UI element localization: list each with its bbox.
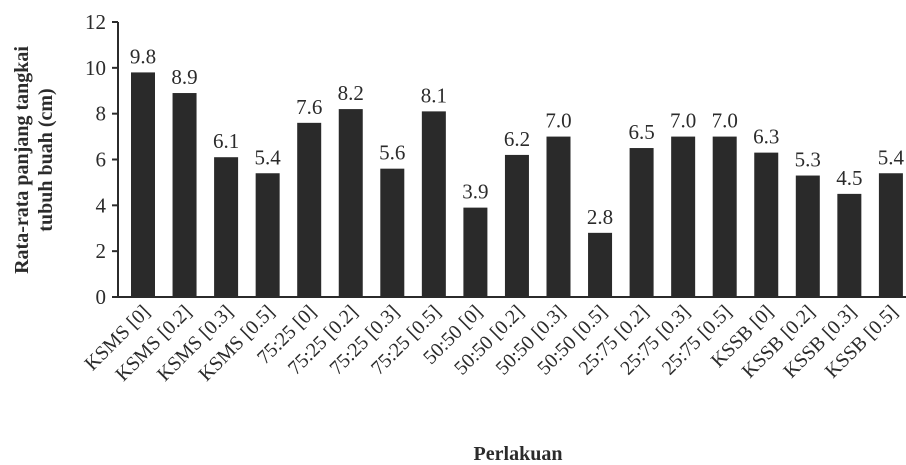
bar [380, 168, 405, 297]
bar-value-label: 9.8 [130, 44, 156, 68]
bar [878, 173, 903, 297]
y-tick-label: 12 [85, 10, 106, 34]
y-ticks: 0 2 4 6 8 10 12 [85, 10, 118, 309]
bar-value-label: 5.4 [255, 145, 282, 169]
bar-value-label: 8.1 [421, 83, 447, 107]
y-tick-label: 6 [96, 148, 107, 172]
bar [297, 122, 322, 297]
bars [131, 72, 903, 298]
bar [504, 154, 529, 297]
bar-value-label: 2.8 [587, 205, 613, 229]
bar-value-label: 5.3 [795, 148, 821, 172]
bar-value-label: 6.3 [753, 125, 779, 149]
bar-value-label: 6.2 [504, 127, 530, 151]
y-tick-label: 2 [96, 239, 107, 263]
bar [131, 72, 155, 298]
bar-value-label: 6.1 [213, 129, 239, 153]
bar-value-label: 7.0 [670, 109, 696, 133]
bar [712, 136, 737, 297]
bar-value-label: 6.5 [628, 120, 654, 144]
bar [463, 207, 488, 297]
x-axis-title: Perlakuan [474, 443, 563, 465]
y-tick-label: 8 [96, 102, 107, 126]
bar-value-label: 8.2 [338, 81, 364, 105]
bar [671, 136, 696, 297]
bar [754, 152, 779, 297]
bar-value-label: 8.9 [171, 65, 197, 89]
bar [588, 232, 613, 297]
bar-value-label: 3.9 [462, 180, 488, 204]
bar [421, 111, 446, 297]
bar [255, 173, 280, 297]
y-tick-label: 10 [85, 56, 106, 80]
data-labels: 9.8 8.9 6.1 5.4 7.6 8.2 5.6 8.1 3.9 6.2 7.0 2.8 6.5 7… [130, 44, 905, 228]
y-axis-title-line-1: Rata-rata panjang tangkai [11, 46, 33, 274]
bar-value-label: 5.4 [878, 145, 905, 169]
bar-value-label: 7.0 [545, 109, 571, 133]
bar [338, 109, 363, 297]
bar-value-label: 4.5 [836, 166, 862, 190]
y-tick-label: 0 [96, 285, 107, 309]
bar [629, 148, 654, 297]
y-axis-title-line-2: tubuh buah (cm) [35, 88, 57, 231]
bar [546, 136, 571, 297]
bar [172, 93, 197, 298]
bar [795, 175, 820, 297]
bar-value-label: 7.6 [296, 95, 322, 119]
bar-value-label: 7.0 [712, 109, 738, 133]
category-labels: KSMS [0]KSMS [0.2]KSMS [0.3]KSMS [0.5]75… [80, 301, 902, 386]
bar-value-label: 5.6 [379, 141, 405, 165]
bar [837, 193, 862, 297]
y-axis-title: Rata-rata panjang tangkai tubuh buah (cm… [11, 46, 57, 274]
y-tick-label: 4 [96, 193, 107, 217]
bar [214, 157, 239, 297]
